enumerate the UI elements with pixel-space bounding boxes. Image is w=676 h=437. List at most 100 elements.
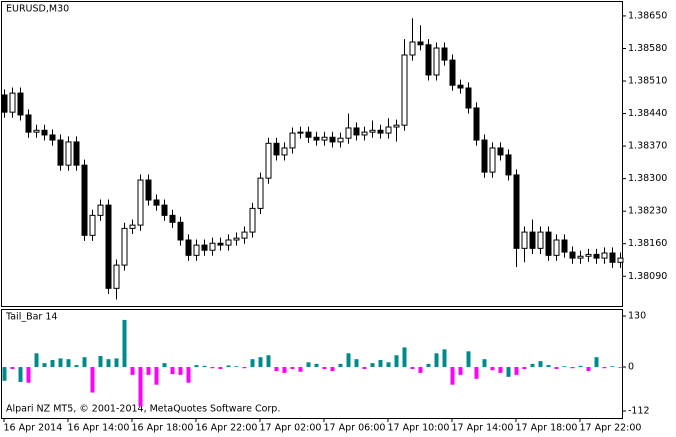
- candle-body: [433, 47, 440, 76]
- x-tick-label: 16 Apr 22:00: [196, 423, 258, 434]
- histogram-bar: [114, 358, 119, 368]
- histogram-bar: [362, 367, 367, 369]
- histogram-bar: [74, 365, 79, 368]
- x-tick-label: 17 Apr 14:00: [452, 423, 514, 434]
- candle-body: [449, 59, 456, 86]
- candle-body: [513, 174, 520, 249]
- histogram-bar: [194, 365, 199, 368]
- candle-body: [353, 127, 360, 136]
- candle-body: [457, 84, 464, 89]
- histogram-bar: [42, 363, 47, 368]
- histogram-bar: [154, 367, 159, 385]
- candle-body: [497, 147, 504, 156]
- candle-body: [481, 139, 488, 173]
- candle-body: [9, 92, 16, 113]
- indicator-panel: [1, 309, 623, 419]
- histogram-bar: [538, 361, 543, 368]
- candle-body: [577, 255, 584, 259]
- candle-body: [281, 147, 288, 156]
- histogram-bar: [522, 367, 527, 369]
- x-tick-label: 17 Apr 10:00: [388, 423, 450, 434]
- candle-body: [441, 47, 448, 61]
- histogram-bar: [530, 363, 535, 368]
- candle-body: [225, 239, 232, 246]
- histogram-bar: [34, 353, 39, 368]
- histogram-bar: [58, 358, 63, 368]
- histogram-bar: [178, 367, 183, 375]
- candle-body: [217, 242, 224, 246]
- histogram-bar: [314, 363, 319, 368]
- candle-body: [257, 177, 264, 209]
- indicator-title: Tail_Bar 14: [5, 312, 57, 323]
- candle-body: [41, 129, 48, 136]
- histogram-bar: [10, 367, 15, 369]
- chart-title: EURUSD,M30: [6, 4, 69, 15]
- candle-body: [145, 179, 152, 201]
- histogram-bar: [418, 367, 423, 373]
- histogram-bar: [82, 357, 87, 368]
- y-tick-label: 1.38370: [628, 141, 667, 152]
- histogram-bar: [402, 347, 407, 368]
- histogram-bar: [210, 367, 215, 369]
- histogram-bar: [386, 362, 391, 368]
- candle-body: [609, 252, 616, 263]
- histogram-bar: [594, 357, 599, 368]
- x-tick-label: 17 Apr 02:00: [260, 423, 322, 434]
- histogram-bar: [354, 359, 359, 368]
- y-tick-label: 1.38160: [628, 238, 667, 249]
- histogram-bar: [578, 365, 583, 368]
- y-tick-label: 1.38580: [628, 43, 667, 54]
- y-tick-label: 1.38510: [628, 76, 667, 87]
- histogram-bar: [138, 367, 143, 407]
- histogram-bar: [242, 367, 247, 369]
- x-tick-label: 16 Apr 14:00: [68, 423, 130, 434]
- candle-body: [393, 124, 400, 128]
- histogram-bar: [218, 367, 223, 369]
- histogram-bar: [450, 367, 455, 385]
- histogram-bar: [282, 367, 287, 373]
- candle-body: [345, 127, 352, 139]
- candle-body: [313, 136, 320, 141]
- histogram-bar: [106, 359, 111, 368]
- candle-body: [377, 129, 384, 134]
- x-tick-label: 16 Apr 18:00: [132, 423, 194, 434]
- histogram-bar: [98, 356, 103, 368]
- histogram-bar: [306, 362, 311, 368]
- candle-body: [241, 231, 248, 239]
- histogram-bar: [474, 367, 479, 379]
- histogram-bar: [298, 367, 303, 372]
- histogram-bar: [66, 359, 71, 368]
- candle-body: [81, 164, 88, 236]
- candle-body: [185, 239, 192, 256]
- histogram-bar: [162, 363, 167, 368]
- candle-body: [585, 253, 592, 257]
- x-tick-label: 17 Apr 18:00: [516, 423, 578, 434]
- histogram-bar: [618, 367, 623, 368]
- candle-body: [121, 227, 128, 266]
- histogram-bar: [170, 367, 175, 375]
- candle-body: [153, 199, 160, 206]
- candle-body: [337, 137, 344, 143]
- candle-body: [137, 179, 144, 226]
- histogram-bar: [290, 367, 295, 369]
- histogram-bar: [18, 367, 23, 382]
- candle-body: [177, 221, 184, 241]
- candle-body: [401, 54, 408, 126]
- y-tick-label: -112: [628, 406, 650, 417]
- candle-body: [297, 131, 304, 134]
- histogram-bar: [442, 349, 447, 368]
- candle-body: [537, 231, 544, 249]
- y-tick-label: 1.38650: [628, 10, 667, 21]
- candle-body: [425, 44, 432, 76]
- price-panel: [1, 1, 623, 307]
- candle-body: [193, 244, 200, 256]
- candle-body: [25, 114, 32, 133]
- histogram-bar: [498, 367, 503, 373]
- histogram-bar: [562, 366, 567, 368]
- histogram-bar: [90, 367, 95, 393]
- x-tick-label: 17 Apr 06:00: [324, 423, 386, 434]
- candle-body: [545, 231, 552, 256]
- histogram-bar: [330, 367, 335, 371]
